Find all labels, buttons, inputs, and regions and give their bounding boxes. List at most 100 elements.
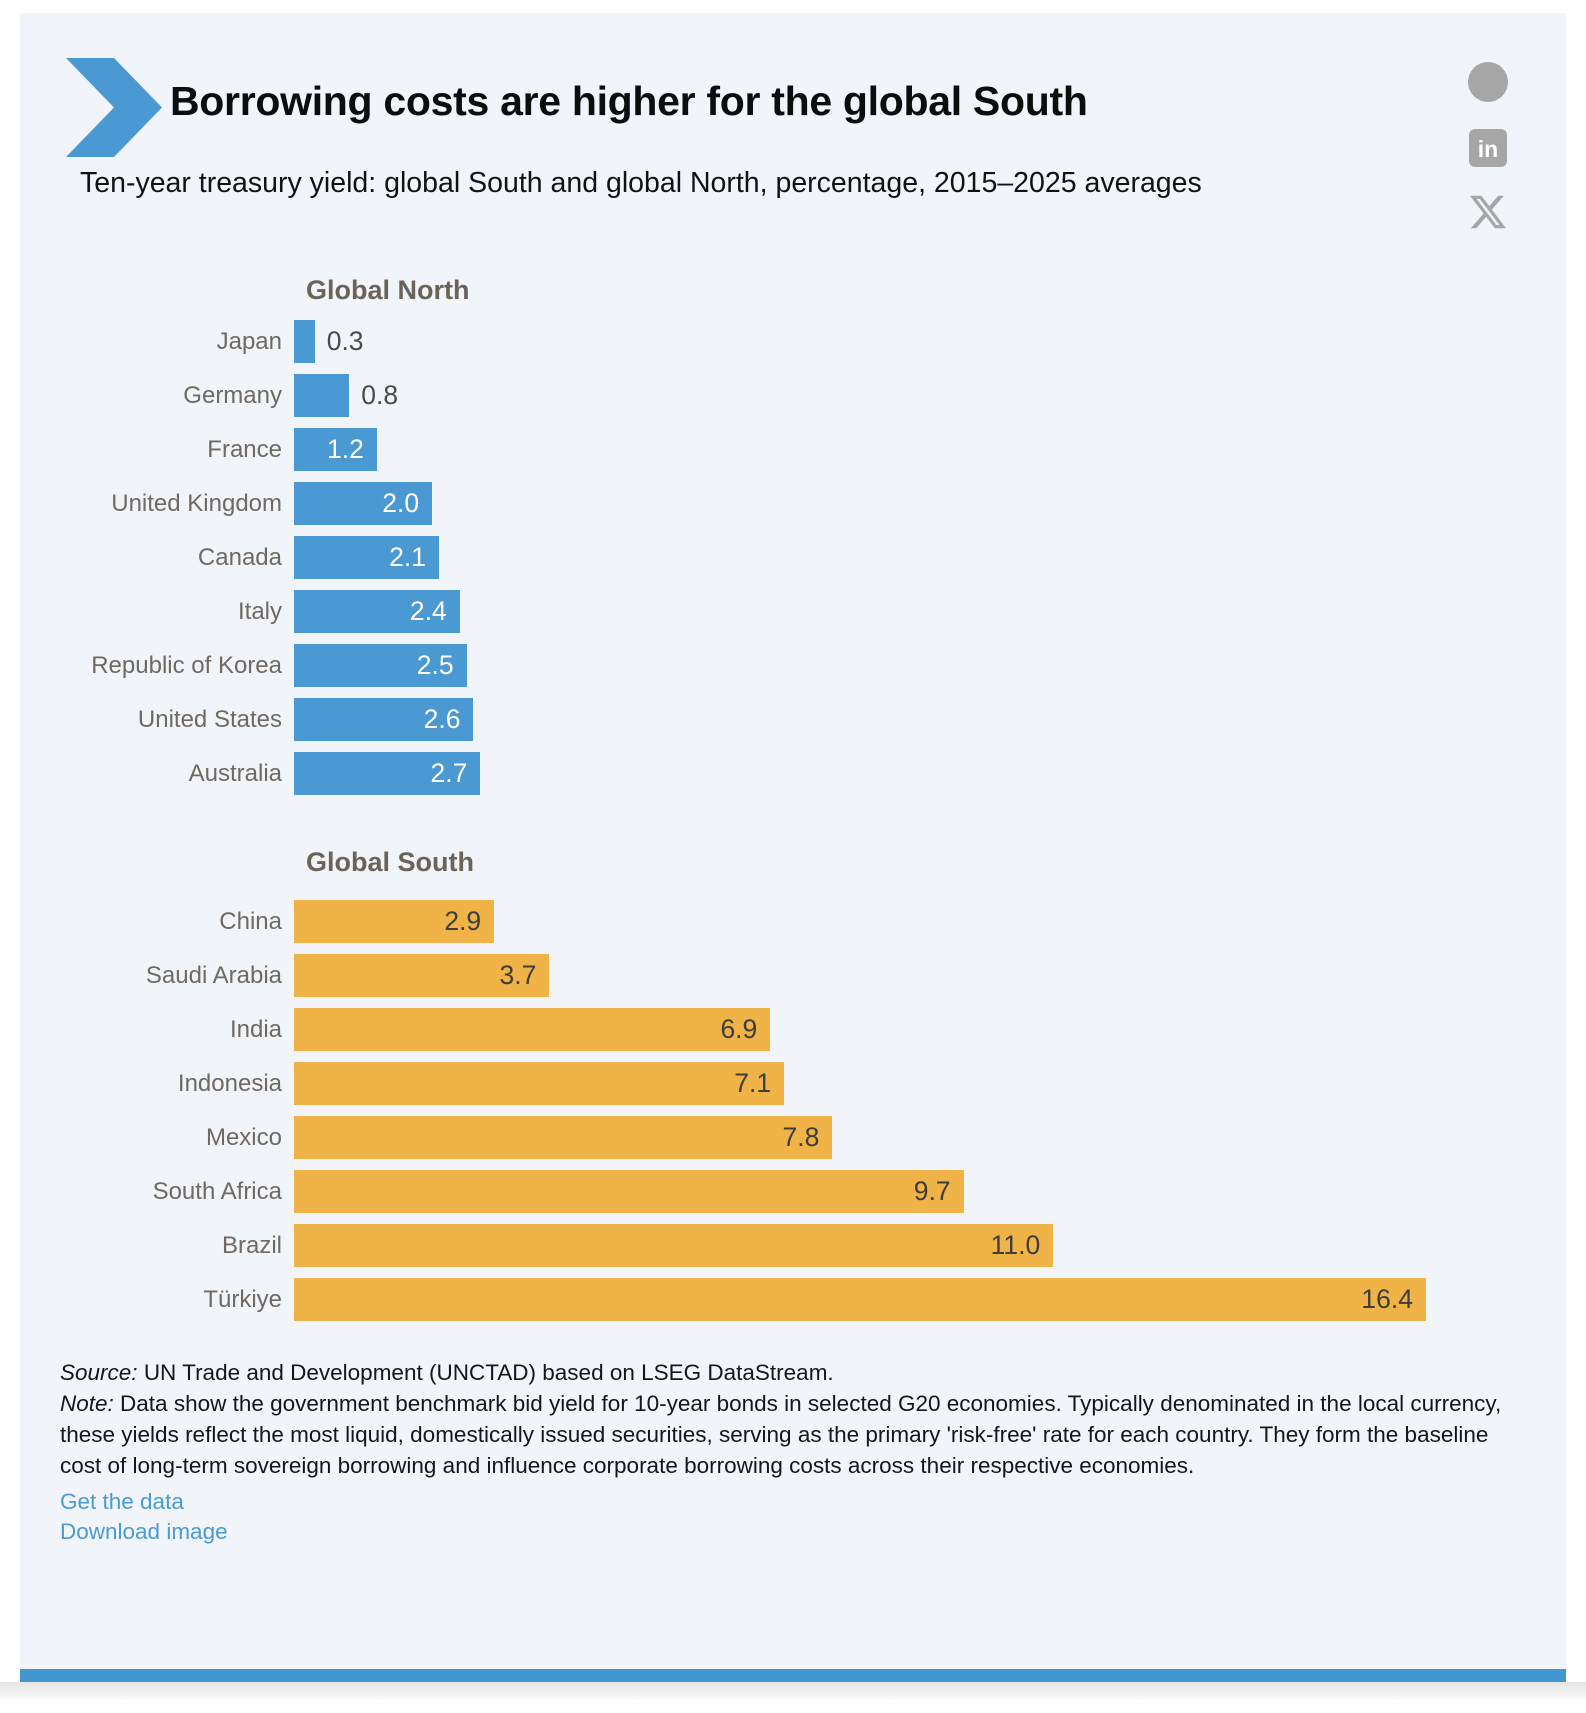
country-label: Indonesia — [177, 1069, 282, 1097]
bar-track: 9.7 — [294, 1169, 1426, 1213]
country-label: India — [229, 1015, 282, 1043]
bar-track: 0.8 — [294, 373, 1426, 417]
country-label: Brazil — [221, 1231, 282, 1259]
footer: Source: UN Trade and Development (UNCTAD… — [60, 1357, 1521, 1547]
bar-row: United States 2.6 — [60, 697, 1566, 741]
rows: China 2.9 Saudi Arabia 3.7 India 6.9 Ind… — [60, 899, 1566, 1321]
note-line: Note: Data show the government benchmark… — [60, 1388, 1521, 1481]
footer-links: Get the data Download image — [60, 1487, 1521, 1547]
page-bottom-gradient — [0, 1682, 1586, 1700]
bar-track: 2.0 — [294, 481, 1426, 525]
chart-subtitle: Ten-year treasury yield: global South an… — [80, 167, 1202, 200]
page-title: Borrowing costs are higher for the globa… — [170, 78, 1088, 124]
note-text: Data show the government benchmark bid y… — [60, 1390, 1502, 1478]
x-share-button[interactable] — [1470, 194, 1506, 230]
download-image-link[interactable]: Download image — [60, 1518, 228, 1544]
bar-value: 7.8 — [782, 1121, 820, 1152]
source-line: Source: UN Trade and Development (UNCTAD… — [60, 1357, 1521, 1388]
bar-track: 3.7 — [294, 953, 1426, 997]
bar-value: 0.8 — [361, 379, 399, 410]
x-icon — [1470, 195, 1506, 234]
bar-row: Germany 0.8 — [60, 373, 1566, 417]
country-label: Japan — [216, 327, 282, 355]
bar-row: China 2.9 — [60, 899, 1566, 943]
bar[interactable] — [294, 1115, 833, 1159]
bar[interactable] — [294, 899, 495, 943]
bar-track: 11.0 — [294, 1223, 1426, 1267]
bar-value: 2.6 — [423, 703, 461, 734]
bar-track: 7.1 — [294, 1061, 1426, 1105]
bar-value: 0.3 — [326, 325, 364, 356]
bar[interactable] — [294, 1061, 785, 1105]
country-label: Germany — [183, 381, 282, 409]
linkedin-share-button[interactable]: in — [1469, 129, 1507, 167]
group-global-south: Global South China 2.9 Saudi Arabia 3.7 … — [60, 847, 1566, 1321]
header: Borrowing costs are higher for the globa… — [20, 13, 1566, 229]
bar-row: Mexico 7.8 — [60, 1115, 1566, 1159]
bar[interactable] — [294, 953, 550, 997]
bar-track: 2.4 — [294, 589, 1426, 633]
bar-row: India 6.9 — [60, 1007, 1566, 1051]
bar-track: 2.5 — [294, 643, 1426, 687]
source-text: UN Trade and Development (UNCTAD) based … — [143, 1359, 834, 1385]
source-label: Source: — [60, 1359, 138, 1385]
bar-row: South Africa 9.7 — [60, 1169, 1566, 1213]
bar-track: 7.8 — [294, 1115, 1426, 1159]
bar[interactable] — [294, 1169, 964, 1213]
bar-track: 2.6 — [294, 697, 1426, 741]
bar-value: 9.7 — [913, 1175, 951, 1206]
bar[interactable] — [294, 373, 350, 417]
rows: Japan 0.3 Germany 0.8 France 1.2 United … — [60, 319, 1566, 795]
bar-row: Indonesia 7.1 — [60, 1061, 1566, 1105]
country-label: United States — [137, 705, 282, 733]
country-label: Canada — [197, 543, 282, 571]
note-label: Note: — [60, 1390, 114, 1416]
bar[interactable] — [294, 427, 377, 471]
bar-value: 2.9 — [444, 905, 482, 936]
bar-track: 2.1 — [294, 535, 1426, 579]
bar-row: Australia 2.7 — [60, 751, 1566, 795]
bar[interactable] — [294, 1277, 1426, 1321]
bar[interactable] — [294, 481, 433, 525]
bar-track: 6.9 — [294, 1007, 1426, 1051]
linkedin-icon: in — [1469, 129, 1507, 171]
group-title-global-south: Global South — [306, 846, 474, 877]
bar-value: 2.0 — [382, 487, 420, 518]
get-the-data-link[interactable]: Get the data — [60, 1488, 184, 1514]
bar-row: Japan 0.3 — [60, 319, 1566, 363]
country-label: Saudi Arabia — [145, 961, 282, 989]
country-label: United Kingdom — [111, 489, 282, 517]
chart: Global North Japan 0.3 Germany 0.8 Franc… — [20, 275, 1566, 1321]
brand-bottom-bar — [20, 1669, 1566, 1682]
country-label: Mexico — [205, 1123, 282, 1151]
bar[interactable] — [294, 319, 315, 363]
bar[interactable] — [294, 697, 474, 741]
bar-value: 11.0 — [990, 1229, 1041, 1260]
bar[interactable] — [294, 535, 439, 579]
bar-value: 7.1 — [734, 1067, 772, 1098]
bar-row: Saudi Arabia 3.7 — [60, 953, 1566, 997]
bar-track: 1.2 — [294, 427, 1426, 471]
bar[interactable] — [294, 589, 460, 633]
country-label: Australia — [188, 759, 282, 787]
bar-value: 2.1 — [389, 541, 426, 572]
facebook-share-button[interactable] — [1468, 62, 1508, 102]
bar-row: Türkiye 16.4 — [60, 1277, 1566, 1321]
bar-value: 2.4 — [409, 595, 447, 626]
bar[interactable] — [294, 1007, 771, 1051]
bar[interactable] — [294, 1223, 1054, 1267]
bar-value: 1.2 — [327, 433, 364, 464]
bar[interactable] — [294, 643, 467, 687]
country-label: France — [207, 435, 282, 463]
group-global-north: Global North Japan 0.3 Germany 0.8 Franc… — [60, 275, 1566, 795]
bar[interactable] — [294, 751, 481, 795]
facebook-icon — [1468, 62, 1508, 106]
country-label: South Africa — [152, 1177, 282, 1205]
bar-row: France 1.2 — [60, 427, 1566, 471]
bar-track: 2.7 — [294, 751, 1426, 795]
bar-row: Brazil 11.0 — [60, 1223, 1566, 1267]
chevron-logo-icon — [66, 58, 162, 162]
country-label: Türkiye — [203, 1285, 282, 1313]
bar-value: 6.9 — [720, 1013, 758, 1044]
bar-row: United Kingdom 2.0 — [60, 481, 1566, 525]
